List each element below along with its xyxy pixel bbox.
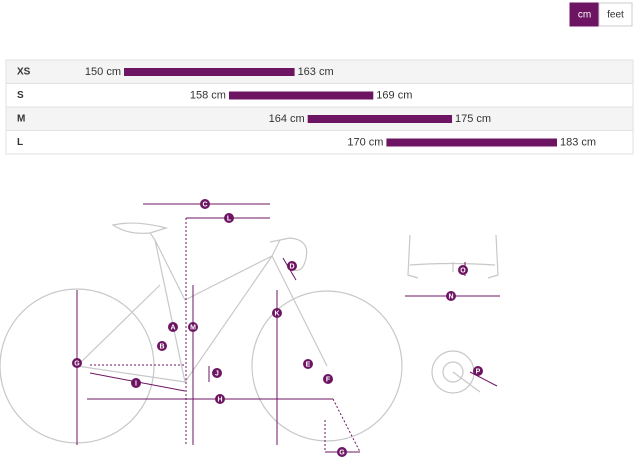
table-row — [5, 130, 634, 155]
size-label: XS — [17, 67, 31, 78]
label-dot — [72, 358, 82, 368]
dimension-letter: G — [339, 449, 345, 456]
dimension-letter: H — [217, 396, 222, 403]
label-dot — [303, 359, 313, 369]
handlebar-front — [407, 234, 499, 279]
dimension-letter: F — [326, 376, 331, 383]
range-bar — [307, 115, 453, 123]
range-bar — [124, 68, 295, 76]
unit-label[interactable]: feet — [607, 10, 624, 21]
dimension-letter: D — [289, 263, 294, 270]
label-dot — [224, 213, 234, 223]
dimension-letter: C — [202, 201, 207, 208]
label-dot — [188, 322, 198, 332]
range-bar — [386, 138, 557, 147]
range-min-label: 150 cm — [85, 66, 121, 78]
dimension-letter: B — [159, 343, 164, 350]
dimension-letter: O — [460, 267, 466, 274]
dimension-letter: E — [306, 361, 311, 368]
dimension-letter: K — [274, 310, 279, 317]
label-dot — [446, 291, 456, 301]
range-min-label: 158 cm — [190, 89, 226, 101]
size-table: XS 150 cm 163 cm S 158 cm 169 cm M 164 cm 175 cm… — [5, 59, 634, 155]
front-wheel — [251, 290, 403, 442]
frame — [76, 239, 328, 383]
dimension-letter: N — [448, 293, 453, 300]
label-dot — [212, 368, 222, 378]
label-dot — [337, 447, 347, 457]
label-dot — [323, 374, 333, 384]
label-dot — [131, 378, 141, 388]
dimension-letter: L — [227, 215, 232, 222]
unit-button-feet[interactable] — [598, 2, 633, 27]
size-label: L — [17, 137, 23, 148]
dimension-letter: G — [74, 360, 80, 367]
dimension-letter: I — [135, 380, 137, 387]
range-bar — [228, 91, 374, 100]
label-dot — [287, 261, 297, 271]
label-dot — [168, 322, 178, 332]
chainring-inner — [442, 361, 464, 383]
label-dot — [272, 308, 282, 318]
saddle — [111, 222, 169, 241]
range-max-label: 163 cm — [298, 66, 334, 78]
range-max-label: 183 cm — [560, 136, 596, 148]
dimension-labels: C L D A M K B E J F I G H G O N P — [72, 199, 483, 457]
handlebar — [269, 237, 308, 271]
size-label: M — [17, 114, 25, 125]
label-dot — [215, 394, 225, 404]
dimension-letter: P — [476, 368, 481, 375]
range-max-label: 169 cm — [376, 89, 412, 101]
size-label: S — [17, 90, 24, 101]
dimension-letter: M — [190, 324, 196, 331]
crank — [452, 371, 481, 393]
range-max-label: 175 cm — [455, 113, 491, 125]
label-dot — [458, 265, 468, 275]
label-dot — [157, 341, 167, 351]
unit-label[interactable]: cm — [578, 10, 591, 21]
label-dot — [200, 199, 210, 209]
bike-diagram — [0, 203, 500, 453]
range-min-label: 170 cm — [347, 136, 383, 148]
label-dot — [473, 366, 483, 376]
dimension-letter: A — [170, 324, 175, 331]
range-min-label: 164 cm — [269, 113, 305, 125]
dimension-letter: J — [215, 370, 219, 377]
